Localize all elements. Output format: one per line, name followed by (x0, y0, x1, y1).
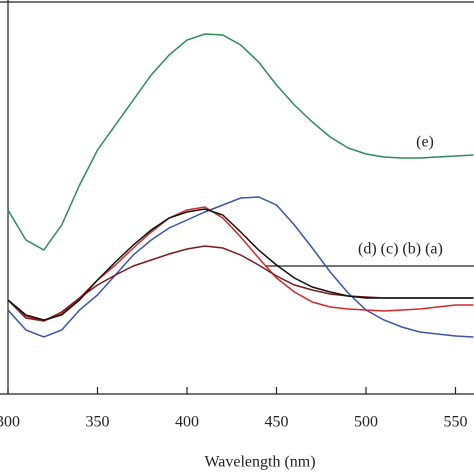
x-tick-label: 400 (175, 414, 199, 431)
x-tick-label: 500 (354, 414, 378, 431)
x-tick-label: 300 (0, 414, 20, 431)
series-line (7, 206, 474, 322)
annotation: (d) (c) (b) (a) (358, 241, 443, 258)
series-line (7, 196, 474, 338)
x-tick-label: 350 (86, 414, 110, 431)
series-line (7, 208, 474, 321)
x-tick-label: 450 (265, 414, 289, 431)
annotation: (e) (416, 134, 434, 151)
series-line (7, 33, 474, 251)
x-tick-label: 550 (444, 414, 468, 431)
x-axis-label: Wavelength (nm) (204, 454, 315, 471)
